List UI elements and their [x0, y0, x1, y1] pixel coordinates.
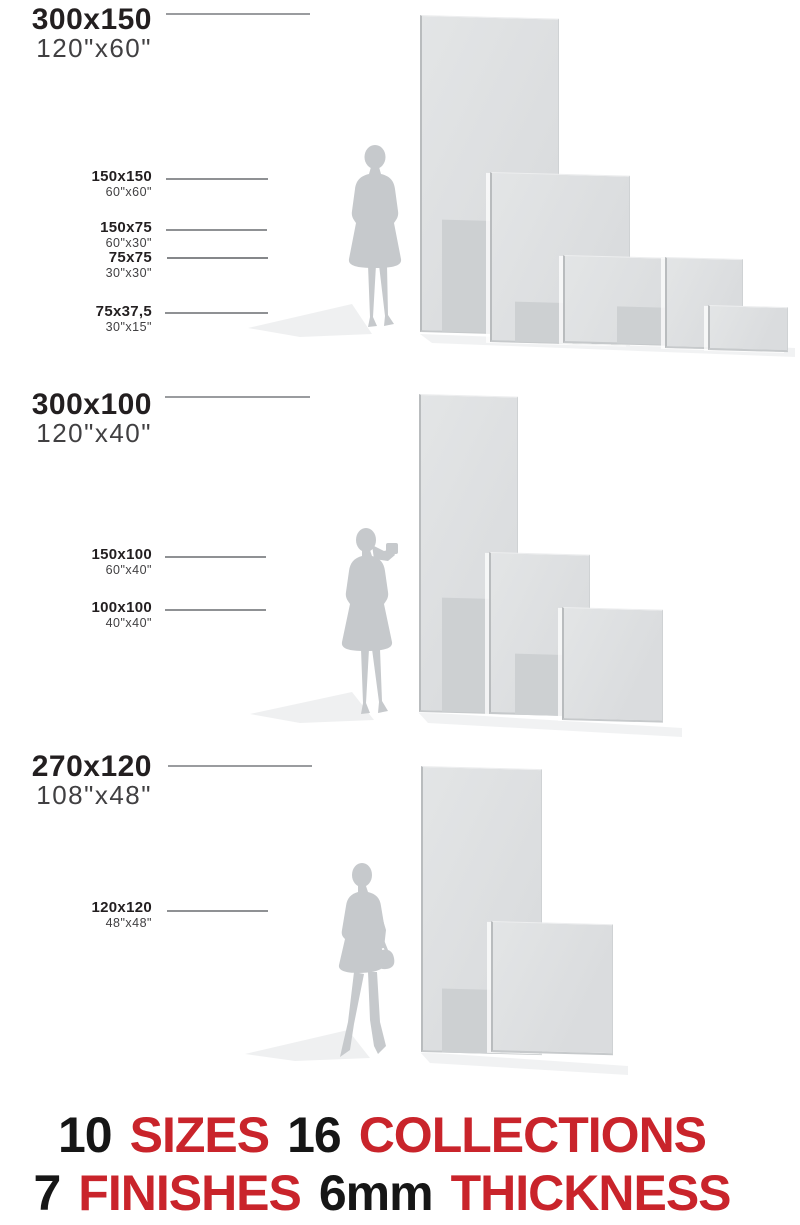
size-label-inches: 30"x30"	[105, 266, 152, 280]
footer-claims: 10 SIZES 16 COLLECTIONS 7 FINISHES 6mm THICKNE…	[0, 1106, 764, 1222]
panel-75x37-5	[708, 305, 788, 353]
cast-shadow	[617, 306, 667, 345]
size-label-inches: 48"x48"	[105, 916, 152, 930]
size-rule	[166, 178, 268, 180]
back-leg	[368, 972, 386, 1054]
size-label-inches: 60"x60"	[105, 185, 152, 199]
finishes-count: 7	[33, 1165, 61, 1221]
panel-120x120	[491, 921, 613, 1056]
heading-rule	[165, 396, 310, 398]
body-dress	[348, 167, 402, 268]
size-rule	[167, 257, 268, 259]
size-label-inches: 40"x40"	[105, 616, 152, 630]
heading-rule	[168, 765, 312, 767]
size-rule	[165, 609, 266, 611]
footer-line-1: 10 SIZES 16 COLLECTIONS	[0, 1106, 764, 1164]
thickness-value: 6mm	[318, 1165, 434, 1221]
woman-standing-silhouette	[348, 145, 402, 327]
size-label-cm: 150x100	[91, 546, 152, 563]
size-label-cm: 150x150	[91, 168, 152, 185]
size-label-cm: 75x75	[108, 249, 152, 266]
section-heading-cm: 300x150	[31, 3, 152, 36]
footer-line-2: 7 FINISHES 6mm THICKNESS	[0, 1164, 764, 1222]
head	[364, 145, 386, 169]
cast-shadow	[442, 988, 493, 1054]
head	[352, 863, 372, 887]
raised-arm	[372, 545, 395, 561]
size-label-cm: 120x120	[91, 899, 152, 916]
finishes-word: FINISHES	[78, 1165, 302, 1221]
right-leg	[372, 649, 388, 713]
cast-shadow	[442, 597, 490, 713]
panel-100x100	[562, 607, 663, 723]
size-rule	[166, 229, 267, 231]
front-leg	[340, 972, 364, 1057]
size-label-cm: 75x37,5	[95, 303, 152, 320]
camera	[386, 543, 398, 554]
collections-word: COLLECTIONS	[358, 1107, 707, 1163]
size-rule	[165, 312, 268, 314]
section-heading-cm: 300x100	[31, 388, 152, 421]
section-heading-inches: 120"x40"	[36, 418, 152, 448]
right-leg	[379, 265, 394, 326]
woman-photographer-silhouette	[341, 528, 398, 714]
handbag-strap	[381, 940, 388, 951]
size-label-inches: 60"x30"	[105, 236, 152, 250]
woman-walking-silhouette	[338, 863, 395, 1057]
section-heading-inches: 120"x60"	[36, 33, 152, 63]
left-leg	[368, 265, 377, 327]
body-dress	[341, 550, 393, 651]
collections-count: 16	[287, 1107, 342, 1163]
cast-shadow	[515, 653, 564, 716]
section-heading-inches: 108"x48"	[36, 780, 152, 810]
size-label-inches: 30"x15"	[105, 320, 152, 334]
handbag	[375, 949, 395, 970]
heading-rule	[166, 13, 310, 15]
size-label-cm: 150x75	[100, 219, 152, 236]
size-rule	[165, 556, 266, 558]
cast-shadow	[515, 301, 565, 343]
ground-shadow-section-2	[250, 692, 682, 737]
sizes-count: 10	[57, 1107, 113, 1163]
sizes-word: SIZES	[129, 1107, 270, 1163]
size-label-inches: 60"x40"	[105, 563, 152, 577]
body-top-skirt	[338, 886, 386, 973]
size-label-cm: 100x100	[91, 599, 152, 616]
size-rule	[167, 910, 268, 912]
thickness-word: THICKNESS	[450, 1165, 732, 1221]
cast-shadow	[442, 219, 494, 333]
left-leg	[361, 649, 370, 714]
arm	[376, 910, 386, 949]
head	[356, 528, 376, 552]
section-heading-cm: 270x120	[31, 750, 152, 783]
